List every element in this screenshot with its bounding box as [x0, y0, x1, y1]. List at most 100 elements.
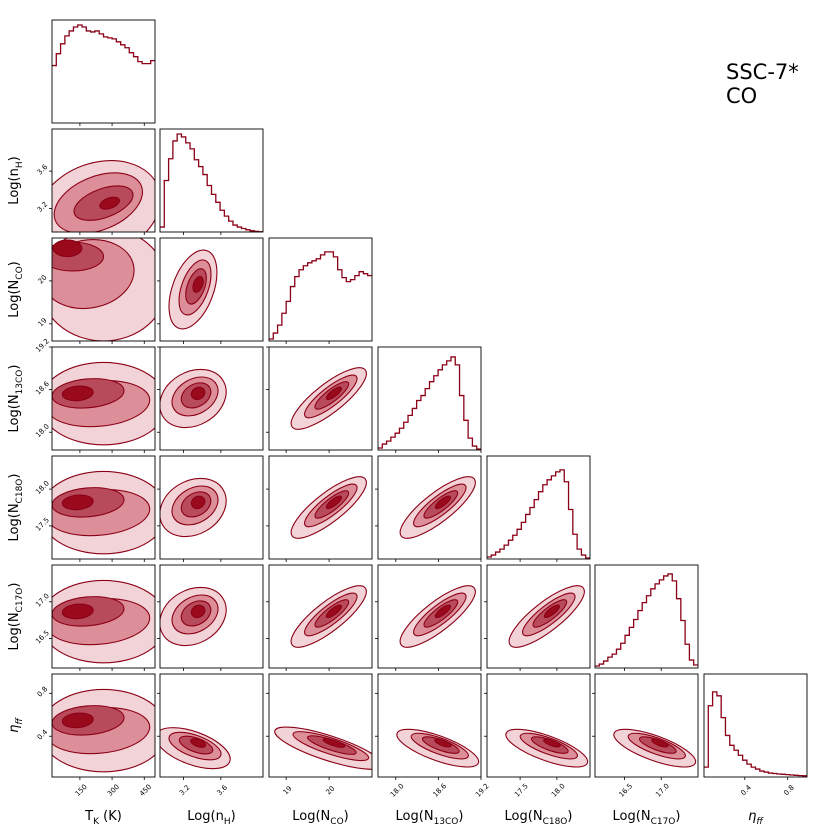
contour-panel-log_NC17O-vs-log_NC18O — [484, 564, 591, 671]
contour-panel-eta_ff-vs-log_NCO: 19 20 — [266, 673, 373, 796]
contour-level-4 — [325, 604, 343, 619]
panel-frame — [51, 128, 156, 233]
contour-level-4 — [322, 738, 346, 748]
contour-level-4 — [325, 495, 343, 510]
x-axis-label-log_NC17O: Log(NC17O) — [613, 809, 681, 827]
contour-level-4 — [190, 604, 206, 619]
histogram-step-line — [487, 469, 590, 559]
contour-level-4 — [61, 385, 94, 402]
y-axis-label-log_N13CO: Log(N13CO) — [7, 365, 25, 433]
x-tick-label: 19.2 — [474, 782, 491, 799]
contour-level-4 — [434, 604, 452, 619]
histogram-log_NC17O — [594, 564, 699, 671]
contour-level-4 — [61, 603, 94, 620]
y-tick-label: 17.5 — [34, 516, 51, 533]
x-tick-label: 3.2 — [178, 784, 192, 798]
x-tick-label: 0.8 — [782, 784, 796, 798]
panel-frame — [51, 346, 156, 451]
y-tick-label: 3.2 — [36, 200, 50, 214]
x-axis-label-log_NCO: Log(NCO) — [292, 809, 348, 827]
panel-frame — [159, 673, 264, 778]
x-axis-label-eta_ff: ηff — [748, 809, 764, 827]
panel-frame — [51, 673, 156, 778]
contour-panel-log_N13CO-vs-log_NCO — [266, 346, 373, 453]
contour-panel-log_NC18O-vs-log_nH — [157, 455, 264, 562]
x-tick-label: 150 — [74, 783, 89, 798]
panel-frame — [377, 455, 482, 560]
x-axis-label-log_N13CO: Log(N13CO) — [396, 809, 464, 827]
contour-panel-log_NC17O-vs-log_NCO — [266, 564, 373, 671]
contour-panel-log_NC17O-vs-log_N13CO — [375, 564, 482, 671]
panel-frame — [377, 346, 482, 451]
panel-frame — [51, 237, 156, 342]
panel-frame — [268, 346, 373, 451]
x-tick-label: 16.5 — [618, 782, 635, 799]
histogram-step-line — [378, 356, 481, 450]
panel-frame — [159, 128, 264, 233]
contour-level-4 — [61, 494, 94, 511]
y-axis-label-log_NC18O: Log(NC18O) — [7, 474, 25, 542]
figure-title-line-1: SSC-7* — [726, 60, 799, 84]
contour-panel-log_NC18O-vs-log_N13CO — [375, 455, 482, 562]
y-tick-label: 16.5 — [34, 629, 51, 646]
x-axis-label-log_NC18O: Log(NC18O) — [505, 809, 573, 827]
contour-panel-log_NC18O-vs-log_NCO — [266, 455, 373, 562]
contour-level-4 — [52, 239, 83, 258]
y-axis-label-eta_ff: ηff — [7, 717, 25, 733]
y-axis-label-log_NCO: Log(NCO) — [7, 261, 25, 317]
contour-panel-log_NC17O-vs-log_nH — [157, 564, 264, 671]
x-tick-label: 0.4 — [739, 783, 753, 797]
contour-panel-eta_ff-vs-log_nH: 3.2 3.6 — [157, 673, 264, 798]
contour-panel-log_NC18O-vs-T_K: 17.5 18.0 — [34, 455, 156, 562]
y-tick-label: 18.6 — [34, 379, 51, 396]
panel-frame — [159, 237, 264, 342]
contour-panel-log_NC17O-vs-T_K: 16.5 17.0 — [34, 564, 156, 671]
y-tick-label: 17.0 — [34, 592, 51, 609]
contour-level-4 — [192, 275, 204, 293]
panel-frame — [486, 455, 591, 560]
panel-frame — [703, 673, 808, 778]
x-tick-label: 19 — [282, 784, 294, 796]
panel-frame — [51, 455, 156, 560]
histogram-log_NCO — [268, 237, 373, 344]
histogram-step-line — [269, 251, 372, 340]
histogram-step-line — [52, 24, 155, 67]
y-axis-label-log_nH: Log(nH) — [7, 156, 25, 204]
panel-frame — [268, 455, 373, 560]
x-axis-label-T_K: TK (K) — [84, 809, 122, 827]
contour-panel-eta_ff-vs-log_NC18O: 17.5 18.0 — [484, 673, 591, 799]
x-tick-label: 18.6 — [431, 782, 448, 799]
panel-frame — [377, 564, 482, 669]
contour-panel-log_N13CO-vs-T_K: 18.0 18.6 19.2 — [34, 337, 156, 453]
panel-frame — [486, 673, 591, 778]
histogram-eta_ff: 0.4 0.8 — [703, 673, 808, 798]
contour-level-4 — [190, 386, 206, 401]
contour-panel-log_nH-vs-T_K: 3.2 3.6 — [36, 128, 156, 235]
contour-level-4 — [61, 712, 94, 729]
y-tick-label: 0.4 — [36, 728, 50, 742]
panel-frame — [159, 564, 264, 669]
y-tick-label: 19 — [37, 316, 49, 328]
x-tick-label: 18.0 — [550, 782, 567, 799]
x-axis-label-log_nH: Log(nH) — [187, 809, 235, 827]
histogram-log_N13CO — [377, 346, 482, 453]
panel-frame — [51, 19, 156, 124]
panel-frame — [268, 673, 373, 778]
x-tick-label: 450 — [138, 783, 153, 798]
histogram-step-line — [704, 691, 807, 777]
contour-level-4 — [99, 196, 121, 210]
panel-frame — [486, 564, 591, 669]
contour-level-4 — [543, 738, 561, 748]
histogram-log_NC18O — [486, 455, 591, 562]
panel-frame — [159, 455, 264, 560]
x-tick-label: 18.0 — [389, 782, 406, 799]
histogram-log_nH — [159, 128, 264, 235]
y-tick-label: 18.0 — [34, 479, 51, 496]
figure-title-line-2: CO — [726, 84, 757, 108]
x-tick-label: 17.5 — [513, 782, 530, 799]
contour-level-4 — [190, 738, 207, 748]
contour-level-4 — [543, 604, 561, 619]
contour-panel-log_N13CO-vs-log_nH — [157, 346, 264, 453]
